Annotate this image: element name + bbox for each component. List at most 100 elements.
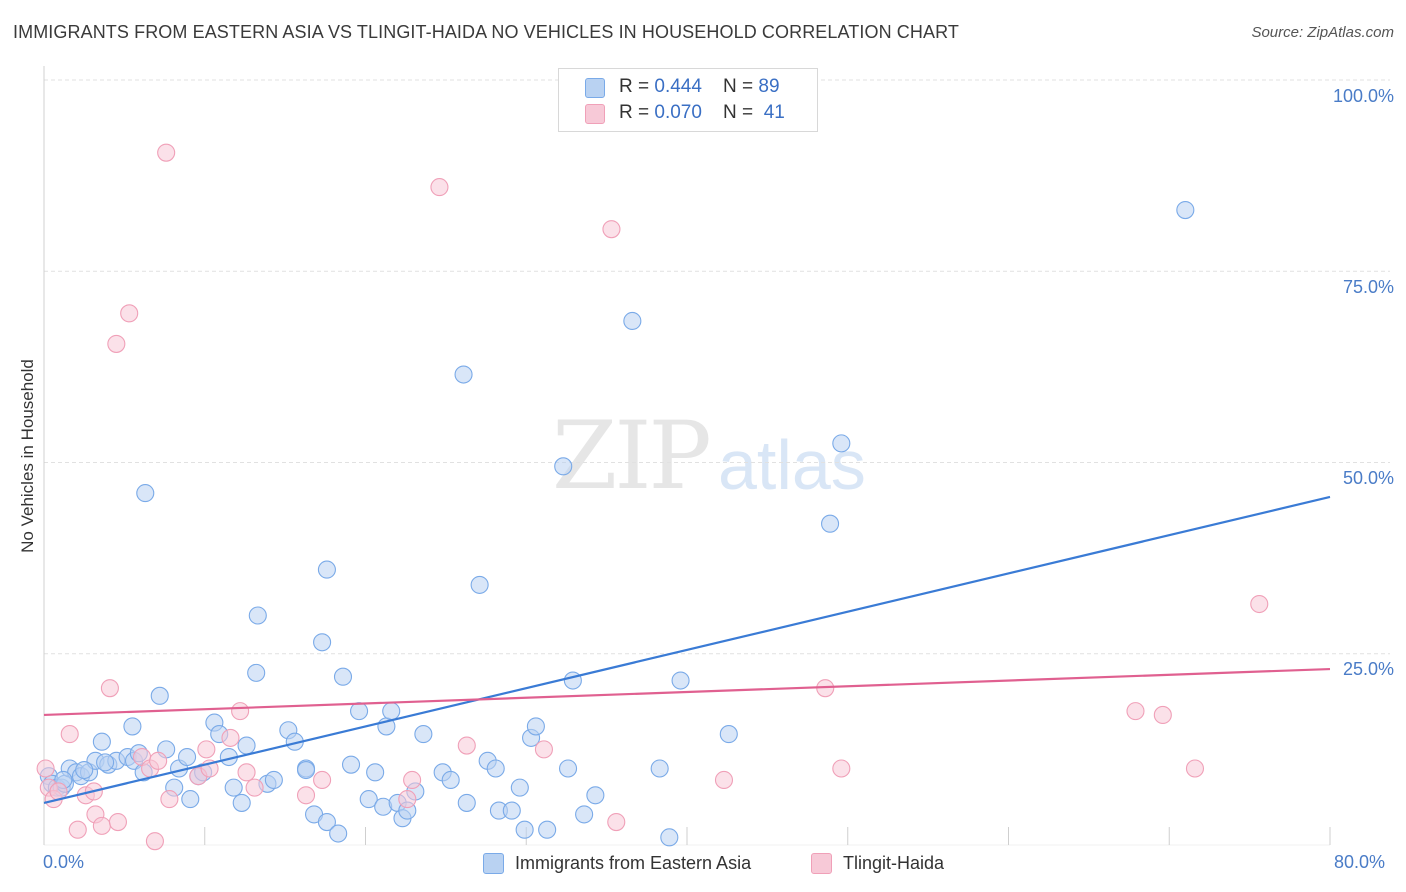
- tlingit-haida-point-21: [197, 740, 216, 759]
- eastern-asia-point-86: [75, 760, 94, 780]
- eastern-asia-point-34: [264, 770, 283, 790]
- legend-r-label: R =: [619, 102, 655, 123]
- eastern-asia-point-18: [150, 686, 169, 705]
- tlingit-haida-point-30: [403, 770, 422, 790]
- tlingit-haida-point-11: [108, 812, 127, 832]
- eastern-asia-point-67: [526, 717, 545, 736]
- legend-r-label: R =: [619, 76, 655, 97]
- x-tick-label-min: 0.0%: [43, 852, 85, 872]
- tlingit-haida-point-26: [245, 778, 264, 797]
- eastern-asia-point-22: [178, 747, 197, 767]
- tlingit-haida-point-25: [237, 763, 256, 782]
- eastern-asia-point-82: [136, 484, 155, 503]
- tlingit-haida-point-38: [832, 759, 851, 778]
- eastern-asia-point-49: [382, 702, 401, 721]
- y-tick-label-50: 50.0%: [1342, 468, 1394, 488]
- eastern-asia-point-75: [650, 759, 669, 778]
- eastern-asia-point-30: [232, 793, 251, 812]
- tlingit-haida-point-32: [457, 736, 476, 755]
- eastern-asia-point-39: [313, 633, 332, 652]
- eastern-asia-point-73: [586, 786, 605, 805]
- eastern-asia-point-87: [96, 753, 115, 772]
- eastern-asia-point-72: [575, 805, 594, 824]
- eastern-asia-point-84: [317, 560, 336, 579]
- eastern-asia-point-69: [554, 457, 573, 476]
- tlingit-haida-point-29: [398, 790, 417, 809]
- eastern-asia-point-59: [470, 575, 489, 594]
- tlingit-haida-point-17: [149, 751, 168, 770]
- eastern-asia-point-46: [366, 763, 385, 782]
- tlingit-haida-point-18: [157, 143, 176, 162]
- bottom-legend-swatch-blue: [483, 853, 504, 874]
- tlingit-haida-point-16: [145, 832, 164, 851]
- legend-n-value: 41: [763, 102, 785, 123]
- bottom-legend-label: Tlingit-Haida: [843, 853, 945, 873]
- eastern-asia-point-10: [92, 732, 111, 751]
- eastern-asia-point-88: [296, 760, 316, 780]
- eastern-asia-point-44: [350, 702, 369, 721]
- tlingit-haida-trend-line: [43, 667, 1331, 717]
- tlingit-haida-point-42: [1250, 594, 1269, 614]
- eastern-asia-point-32: [247, 663, 266, 682]
- eastern-asia-trend-line: [43, 495, 1331, 804]
- y-axis-label: No Vehicles in Household: [18, 359, 37, 553]
- chart-title: IMMIGRANTS FROM EASTERN ASIA VS TLINGIT-…: [13, 22, 959, 42]
- tlingit-haida-point-34: [602, 220, 621, 239]
- eastern-asia-point-68: [538, 820, 557, 839]
- legend-n-value: 89: [758, 76, 780, 97]
- watermark-zip: ZIP: [552, 402, 712, 511]
- legend-r-value: 0.444: [654, 76, 702, 97]
- tlingit-haida-point-4: [60, 725, 79, 744]
- eastern-asia-point-45: [359, 790, 378, 809]
- tlingit-haida-point-28: [313, 770, 332, 790]
- y-tick-label-100: 100.0%: [1332, 86, 1394, 106]
- tlingit-haida-point-31: [430, 178, 449, 197]
- tlingit-haida-point-39: [1126, 702, 1145, 721]
- tlingit-haida-point-40: [1153, 705, 1172, 725]
- eastern-asia-point-23: [181, 790, 200, 809]
- eastern-asia-point-83: [248, 606, 267, 625]
- tlingit-haida-point-13: [120, 304, 139, 323]
- eastern-asia-point-70: [558, 759, 578, 778]
- eastern-asia-point-43: [341, 755, 361, 774]
- eastern-asia-point-77: [671, 671, 690, 690]
- y-tick-label-25: 25.0%: [1342, 659, 1394, 679]
- tlingit-haida-point-24: [231, 702, 250, 721]
- legend-swatch-pink: [585, 104, 605, 124]
- eastern-asia-point-31: [237, 736, 256, 755]
- eastern-asia-point-81: [1176, 201, 1195, 220]
- eastern-asia-point-41: [329, 824, 348, 843]
- eastern-asia-point-61: [486, 759, 505, 778]
- tlingit-haida-point-33: [534, 740, 553, 759]
- eastern-asia-point-65: [515, 820, 534, 839]
- eastern-asia-point-80: [832, 434, 851, 453]
- tlingit-haida-point-10: [100, 679, 119, 698]
- eastern-asia-point-56: [441, 770, 460, 790]
- x-tick-label-max: 80.0%: [1334, 852, 1386, 872]
- tlingit-haida-point-0: [36, 759, 55, 778]
- tlingit-haida-point-9: [92, 816, 111, 835]
- bottom-legend-swatch-pink: [811, 853, 832, 874]
- legend-n-label: N =: [723, 102, 759, 123]
- source-label: Source: ZipAtlas.com: [1251, 24, 1394, 41]
- y-tick-label-75: 75.0%: [1342, 277, 1394, 297]
- legend-n-label: N =: [723, 76, 759, 97]
- eastern-asia-point-74: [623, 311, 642, 331]
- eastern-asia-point-42: [333, 667, 353, 686]
- tlingit-haida-point-19: [160, 790, 179, 809]
- tlingit-haida-point-12: [107, 334, 126, 353]
- eastern-asia-point-63: [502, 801, 521, 820]
- eastern-asia-point-54: [414, 725, 433, 744]
- eastern-asia-point-79: [821, 514, 840, 533]
- legend-r-value: 0.070: [654, 102, 702, 123]
- tlingit-haida-point-23: [221, 728, 240, 747]
- eastern-asia-point-78: [719, 725, 738, 744]
- eastern-asia-point-29: [224, 778, 243, 797]
- eastern-asia-point-64: [510, 778, 529, 797]
- eastern-asia-point-76: [660, 828, 679, 847]
- tlingit-haida-point-35: [607, 812, 626, 832]
- bottom-legend-label: Immigrants from Eastern Asia: [515, 853, 752, 873]
- correlation-legend: R = 0.444 N = 89 R = 0.070 N = 41: [558, 68, 818, 132]
- tlingit-haida-point-41: [1185, 759, 1205, 778]
